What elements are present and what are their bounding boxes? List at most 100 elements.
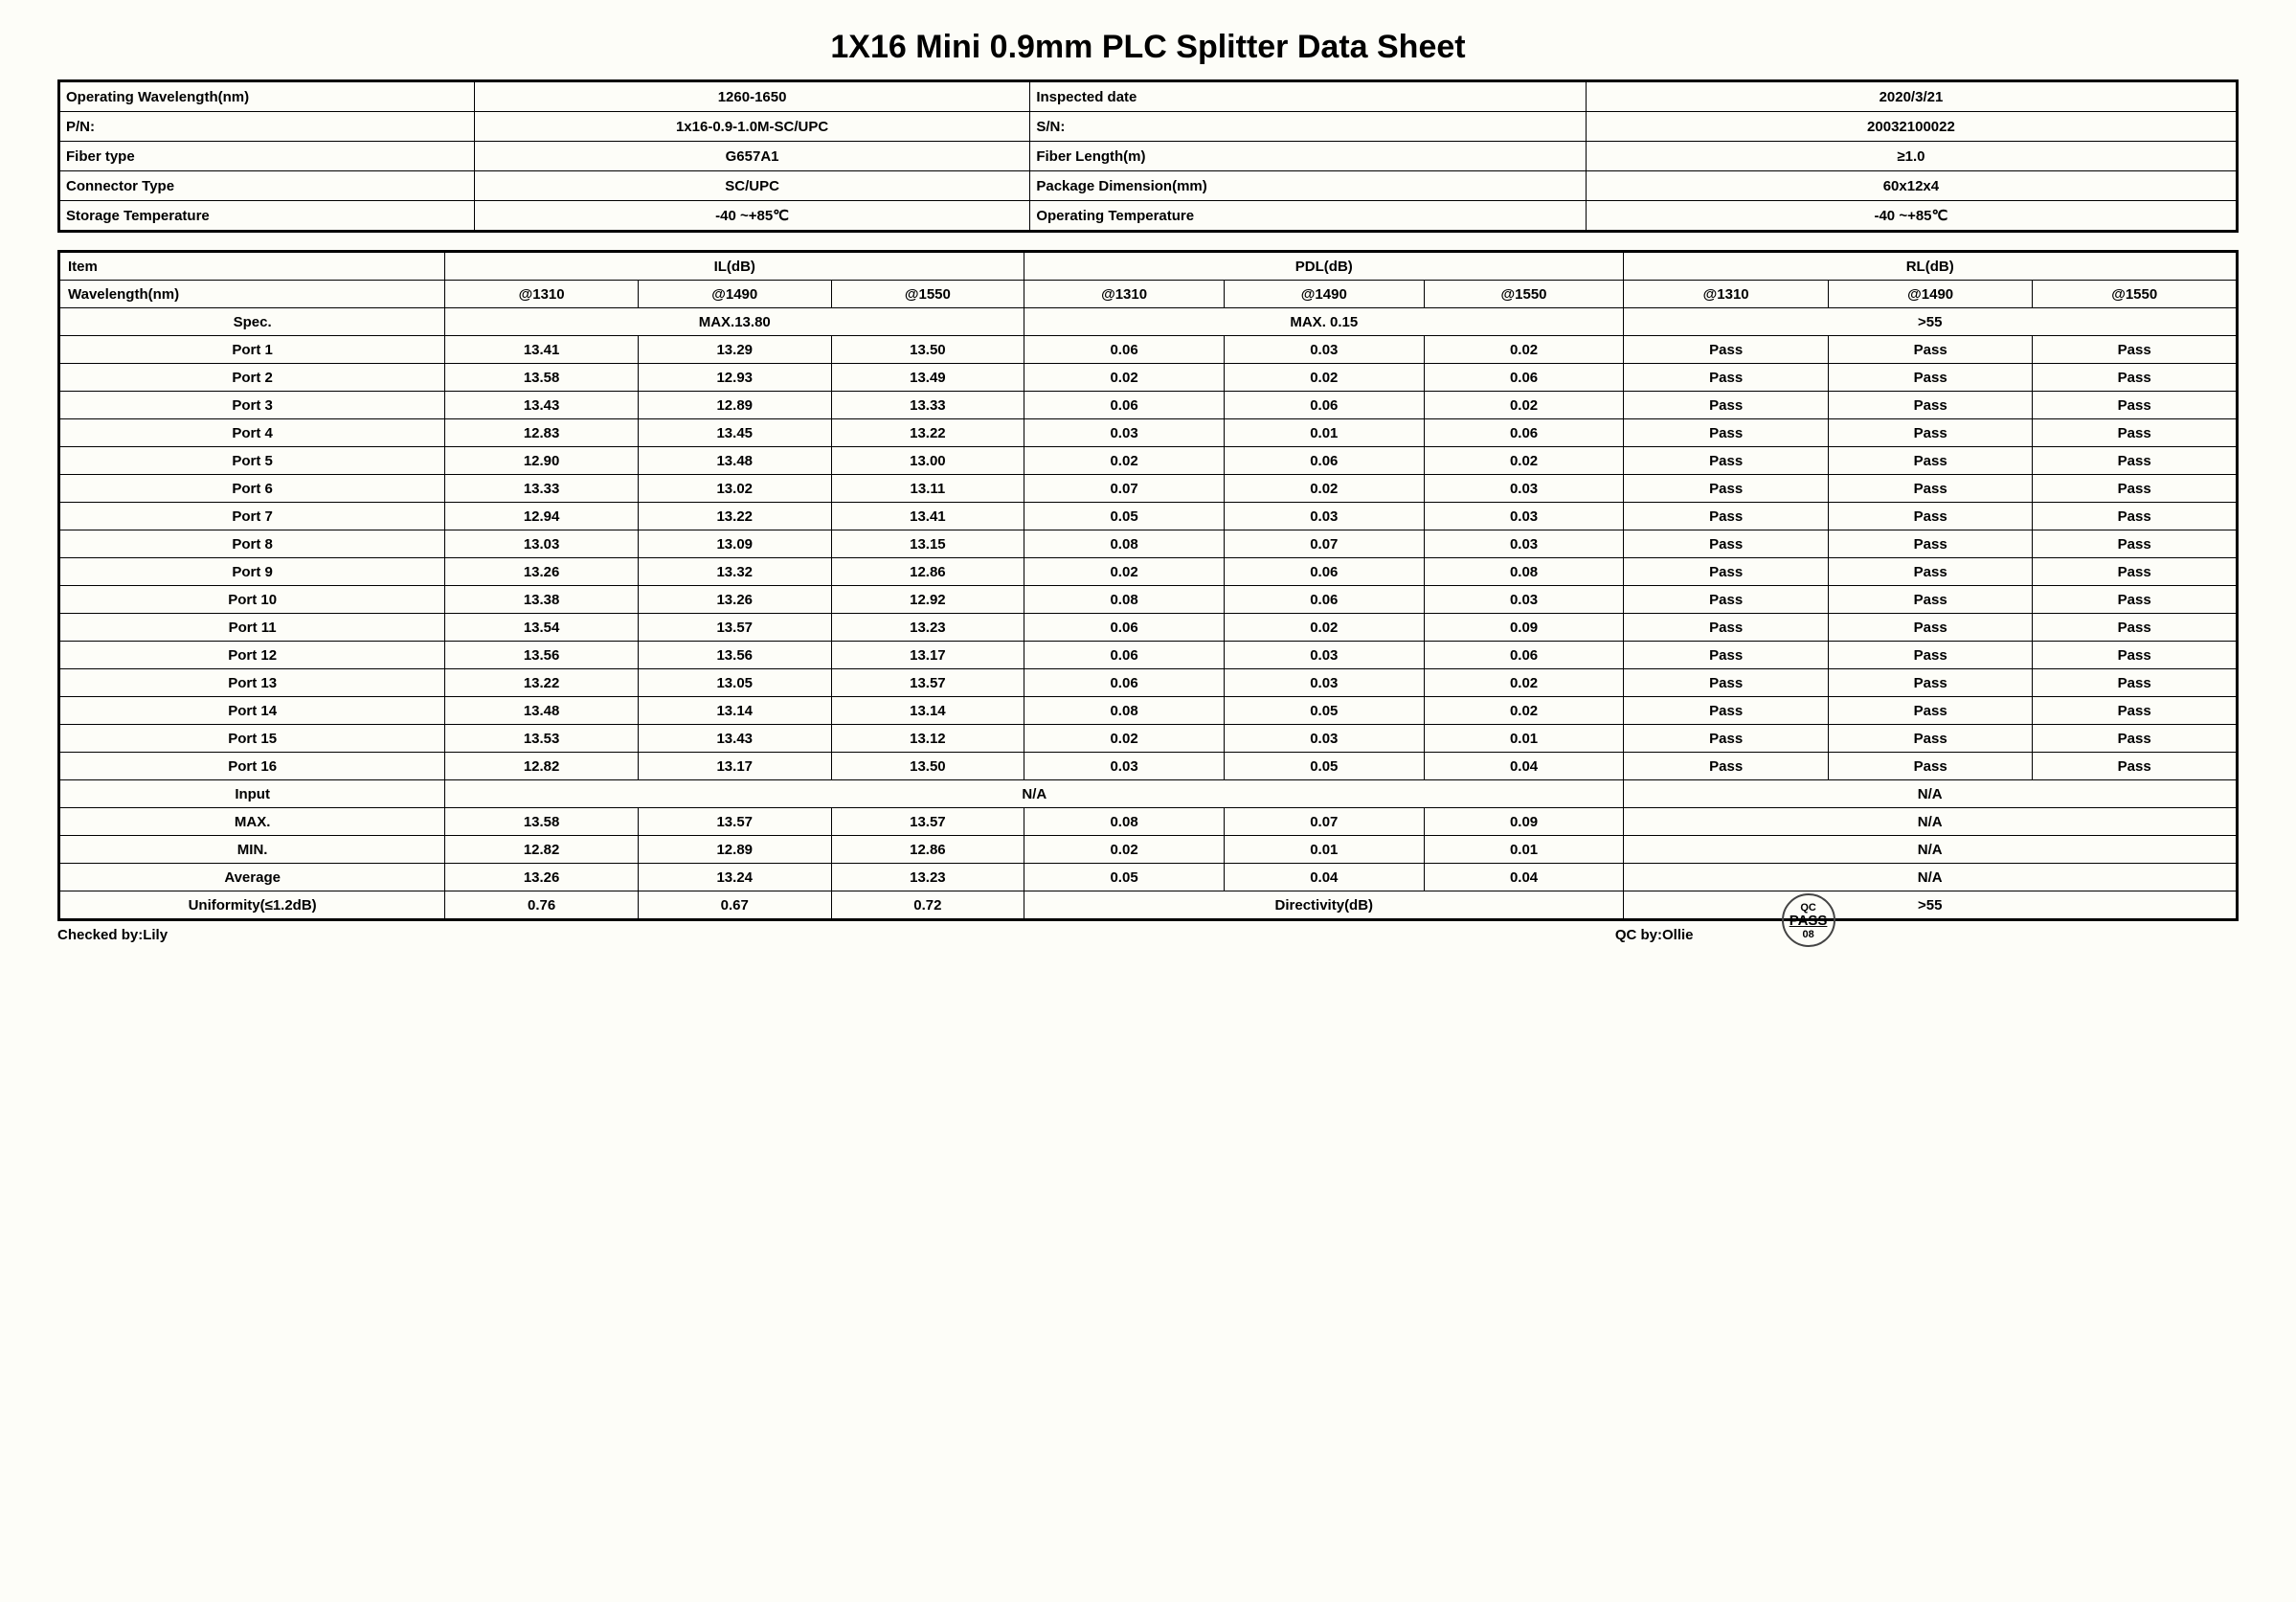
port-value: 0.03 xyxy=(1424,475,1624,503)
meta-value: -40 ~+85℃ xyxy=(474,201,1030,232)
port-value: 13.26 xyxy=(638,586,831,614)
port-value: 0.02 xyxy=(1424,392,1624,419)
port-value: Pass xyxy=(2033,753,2238,780)
port-value: 0.02 xyxy=(1424,669,1624,697)
hdr-group: RL(dB) xyxy=(1624,252,2238,281)
port-value: Pass xyxy=(1828,392,2033,419)
port-value: 12.82 xyxy=(445,753,639,780)
port-value: 13.22 xyxy=(831,419,1024,447)
port-value: 0.04 xyxy=(1424,753,1624,780)
meta-label: Inspected date xyxy=(1030,81,1587,112)
port-value: 0.08 xyxy=(1024,530,1225,558)
port-value: 13.53 xyxy=(445,725,639,753)
port-value: 0.07 xyxy=(1024,475,1225,503)
port-value: 13.58 xyxy=(445,364,639,392)
hdr-col: @1550 xyxy=(2033,281,2238,308)
port-value: 13.38 xyxy=(445,586,639,614)
port-value: 13.00 xyxy=(831,447,1024,475)
qc-stamp: QC PASS 08 xyxy=(1782,893,1835,947)
directivity-value: >55 xyxy=(1624,891,2238,920)
port-value: Pass xyxy=(1624,419,1829,447)
avg-value: 0.04 xyxy=(1424,864,1624,891)
meta-label: Operating Wavelength(nm) xyxy=(59,81,475,112)
meta-label: S/N: xyxy=(1030,112,1587,142)
directivity-label: Directivity(dB) xyxy=(1024,891,1624,920)
port-value: 0.05 xyxy=(1224,753,1424,780)
port-value: 13.22 xyxy=(445,669,639,697)
port-label: Port 11 xyxy=(59,614,445,642)
port-value: Pass xyxy=(2033,725,2238,753)
avg-value: 13.26 xyxy=(445,864,639,891)
port-value: 0.02 xyxy=(1424,697,1624,725)
port-value: 13.22 xyxy=(638,503,831,530)
meta-label: P/N: xyxy=(59,112,475,142)
port-value: 0.07 xyxy=(1224,530,1424,558)
port-label: Port 10 xyxy=(59,586,445,614)
port-label: Port 6 xyxy=(59,475,445,503)
port-value: 0.03 xyxy=(1224,725,1424,753)
port-value: Pass xyxy=(1624,669,1829,697)
meta-value: 2020/3/21 xyxy=(1586,81,2237,112)
port-value: 0.03 xyxy=(1024,419,1225,447)
port-value: 13.15 xyxy=(831,530,1024,558)
port-value: 13.56 xyxy=(445,642,639,669)
input-left: N/A xyxy=(445,780,1624,808)
port-value: 13.11 xyxy=(831,475,1024,503)
port-value: Pass xyxy=(1624,614,1829,642)
port-value: Pass xyxy=(1624,447,1829,475)
port-value: 0.03 xyxy=(1424,503,1624,530)
port-value: 13.29 xyxy=(638,336,831,364)
port-value: 0.06 xyxy=(1024,336,1225,364)
port-value: Pass xyxy=(1828,530,2033,558)
max-value: 13.57 xyxy=(831,808,1024,836)
port-value: Pass xyxy=(1828,447,2033,475)
max-value: 0.09 xyxy=(1424,808,1624,836)
port-value: 13.26 xyxy=(445,558,639,586)
port-value: Pass xyxy=(2033,642,2238,669)
input-right: N/A xyxy=(1624,780,2238,808)
port-label: Port 16 xyxy=(59,753,445,780)
port-value: Pass xyxy=(1828,586,2033,614)
port-value: Pass xyxy=(1828,642,2033,669)
avg-value: 13.24 xyxy=(638,864,831,891)
page-title: 1X16 Mini 0.9mm PLC Splitter Data Sheet xyxy=(57,29,2239,66)
spec-label: Spec. xyxy=(59,308,445,336)
port-value: Pass xyxy=(1828,558,2033,586)
hdr-col: @1310 xyxy=(1624,281,1829,308)
port-label: Port 7 xyxy=(59,503,445,530)
max-label: MAX. xyxy=(59,808,445,836)
port-label: Port 9 xyxy=(59,558,445,586)
port-value: 13.14 xyxy=(638,697,831,725)
port-value: 13.43 xyxy=(638,725,831,753)
port-value: 13.57 xyxy=(831,669,1024,697)
spec-rl: >55 xyxy=(1624,308,2238,336)
port-label: Port 8 xyxy=(59,530,445,558)
qc-by: QC by:Ollie xyxy=(1615,927,1694,943)
port-value: 12.94 xyxy=(445,503,639,530)
port-label: Port 3 xyxy=(59,392,445,419)
port-value: 0.09 xyxy=(1424,614,1624,642)
port-value: Pass xyxy=(2033,558,2238,586)
port-value: 13.45 xyxy=(638,419,831,447)
port-value: 0.06 xyxy=(1024,392,1225,419)
port-value: 0.02 xyxy=(1424,336,1624,364)
port-value: 13.33 xyxy=(831,392,1024,419)
port-value: 0.03 xyxy=(1224,503,1424,530)
port-value: Pass xyxy=(1828,475,2033,503)
port-value: 13.43 xyxy=(445,392,639,419)
port-value: Pass xyxy=(2033,503,2238,530)
port-value: Pass xyxy=(1624,725,1829,753)
port-label: Port 13 xyxy=(59,669,445,697)
port-value: Pass xyxy=(1828,669,2033,697)
port-value: 0.02 xyxy=(1424,447,1624,475)
spec-il: MAX.13.80 xyxy=(445,308,1024,336)
port-value: 0.02 xyxy=(1024,364,1225,392)
meta-label: Fiber Length(m) xyxy=(1030,142,1587,171)
port-value: 0.08 xyxy=(1024,586,1225,614)
port-value: 0.06 xyxy=(1024,669,1225,697)
meta-value: 20032100022 xyxy=(1586,112,2237,142)
hdr-item: Item xyxy=(59,252,445,281)
port-value: 0.03 xyxy=(1424,586,1624,614)
spec-pdl: MAX. 0.15 xyxy=(1024,308,1624,336)
min-value: 12.82 xyxy=(445,836,639,864)
